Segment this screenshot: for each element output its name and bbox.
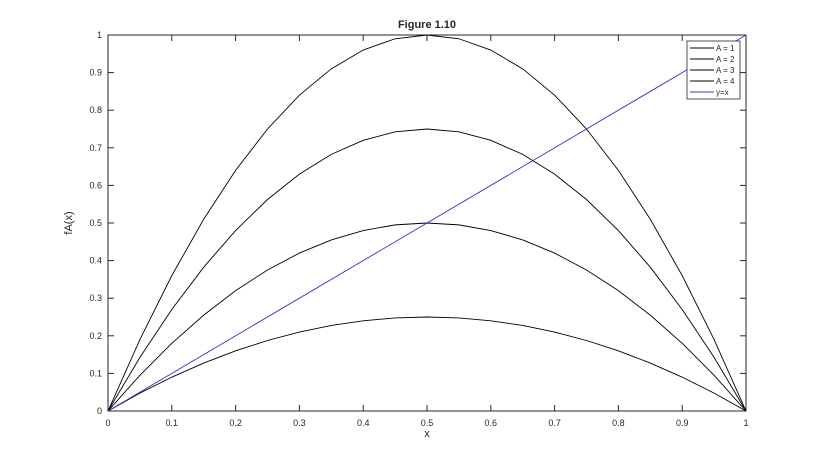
y-tick-label: 0.9 xyxy=(89,68,102,78)
legend-label: A = 2 xyxy=(716,55,735,64)
series-line-3 xyxy=(107,128,747,412)
x-tick-label: 0.6 xyxy=(485,418,498,428)
x-tick-label: 0 xyxy=(105,418,110,428)
y-tick-label: 0.8 xyxy=(89,105,102,115)
chart-title: Figure 1.10 xyxy=(398,19,456,31)
y-tick-label: 1 xyxy=(97,30,102,40)
y-tick-label: 0.7 xyxy=(89,143,102,153)
series-line-4 xyxy=(107,34,747,412)
y-tick-label: 0.3 xyxy=(89,293,102,303)
legend-label: y=x xyxy=(716,88,729,97)
x-axis-label: x xyxy=(424,428,430,440)
y-tick-label: 0.6 xyxy=(89,180,102,190)
y-tick-label: 0 xyxy=(97,406,102,416)
legend-label: A = 1 xyxy=(716,44,735,53)
x-tick-label: 0.1 xyxy=(166,418,179,428)
y-tick-label: 0.2 xyxy=(89,331,102,341)
y-axis-label: fA(x) xyxy=(63,211,75,234)
legend-label: A = 4 xyxy=(716,77,735,86)
x-tick-label: 0.8 xyxy=(612,418,625,428)
y-tick-label: 0.1 xyxy=(89,368,102,378)
series-line-5 xyxy=(107,34,747,412)
x-tick-label: 0.3 xyxy=(293,418,306,428)
legend-label: A = 3 xyxy=(716,66,735,75)
x-tick-label: 0.4 xyxy=(357,418,370,428)
legend: A = 1 A = 2 A = 3 A = 4 y=x xyxy=(686,40,741,100)
x-tick-label: 0.2 xyxy=(229,418,242,428)
x-tick-label: 1 xyxy=(743,418,748,428)
y-tick-label: 0.4 xyxy=(89,256,102,266)
x-tick-label: 0.9 xyxy=(676,418,689,428)
series-line-1 xyxy=(107,316,747,412)
x-tick-label: 0.5 xyxy=(421,418,434,428)
y-tick-label: 0.5 xyxy=(89,218,102,228)
x-tick-label: 0.7 xyxy=(548,418,561,428)
